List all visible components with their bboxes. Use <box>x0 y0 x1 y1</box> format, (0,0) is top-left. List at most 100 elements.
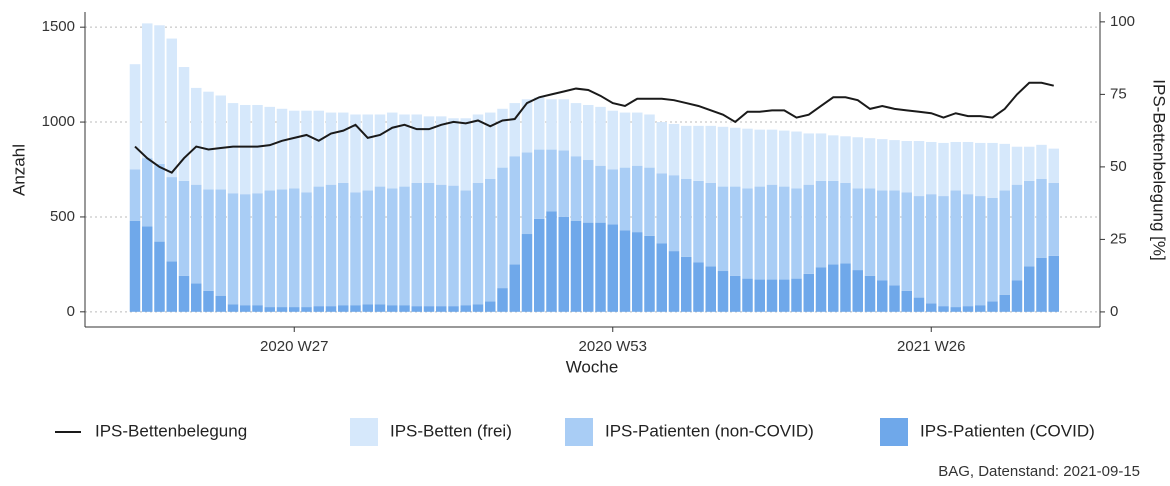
bar-segment <box>791 188 802 279</box>
bar-segment <box>534 97 545 150</box>
bar-segment <box>962 194 974 307</box>
bar-segment <box>497 167 508 289</box>
bar-segment <box>142 158 153 227</box>
bar-segment <box>154 163 165 242</box>
legend-key <box>880 418 908 446</box>
bar-segment <box>852 137 863 189</box>
bar-segment <box>178 67 190 181</box>
bar-segment <box>999 294 1010 312</box>
bar-segment <box>521 99 533 153</box>
bar-segment <box>815 180 827 268</box>
bar-segment <box>313 186 324 307</box>
bar-segment <box>644 114 655 168</box>
bar-segment <box>926 303 937 312</box>
bar-segment <box>693 180 704 263</box>
bar-segment <box>521 152 533 235</box>
bar-segment <box>693 125 704 181</box>
bar-segment <box>595 222 606 312</box>
bar-segment <box>644 167 655 236</box>
bar-segment <box>656 173 667 244</box>
bar-segment <box>423 182 435 307</box>
y2-axis-label: IPS-Bettenbelegung [%] <box>1150 79 1169 260</box>
bar-segment <box>938 306 949 312</box>
bar-segment <box>497 288 508 312</box>
bar-segment <box>264 106 275 191</box>
bar-segment <box>436 306 447 312</box>
bar-segment <box>668 175 680 252</box>
bar-segment <box>779 130 790 187</box>
y-axis-label: Anzahl <box>9 144 28 196</box>
bar-segment <box>411 182 422 307</box>
bar-segment <box>252 305 263 312</box>
bar-segment <box>999 190 1010 295</box>
bar-segment <box>913 297 925 312</box>
bar-segment <box>387 188 398 306</box>
x-axis-label: Woche <box>566 357 619 376</box>
bar-segment <box>705 125 716 183</box>
y-tick-label: 0 <box>67 303 75 320</box>
bar-segment <box>950 190 961 308</box>
bar-segment <box>901 141 912 193</box>
bar-segment <box>448 306 459 312</box>
bar-segment <box>595 165 606 223</box>
y-tick-label: 1000 <box>42 113 75 130</box>
bar-segment <box>338 305 349 312</box>
bar-segment <box>472 304 484 312</box>
x-tick-label: 2020 W27 <box>260 338 328 355</box>
bar-segment <box>252 104 263 194</box>
bar-segment <box>864 275 876 312</box>
legend-key <box>565 418 593 446</box>
bar-segment <box>350 114 361 193</box>
y2-tick-label: 100 <box>1110 13 1135 30</box>
bar-segment <box>644 235 655 312</box>
bar-segment <box>619 167 631 231</box>
bar-segment <box>227 304 239 312</box>
bar-segment <box>289 110 300 189</box>
bar-segment <box>325 306 337 312</box>
bar-segment <box>460 190 471 306</box>
bar-segment <box>815 267 827 312</box>
bar-segment <box>717 126 729 187</box>
bar-segment <box>509 264 520 312</box>
bar-segment <box>681 125 692 179</box>
y2-tick-label: 25 <box>1110 230 1127 247</box>
bar-segment <box>913 141 925 197</box>
bar-segment <box>178 275 190 312</box>
bar-segment <box>877 139 888 191</box>
bar-segment <box>779 279 790 312</box>
bar-segment <box>448 185 459 307</box>
bar-segment <box>338 112 349 183</box>
bar-segment <box>191 87 202 185</box>
bar-segment <box>730 127 741 187</box>
bar-segment <box>166 38 177 178</box>
bar-segment <box>864 138 876 189</box>
bar-segment <box>717 186 729 272</box>
bar-segment <box>938 196 949 307</box>
bar-segment <box>178 180 190 276</box>
bar-segment <box>276 189 288 308</box>
bar-segment <box>423 306 435 312</box>
bar-segment <box>668 251 680 312</box>
bar-segment <box>828 264 839 312</box>
bar-segment <box>264 190 275 308</box>
bar-segment <box>901 290 912 312</box>
bar-segment <box>240 104 251 195</box>
bar-segment <box>987 197 998 302</box>
bar-segment <box>987 142 998 198</box>
bar-segment <box>975 196 986 306</box>
bar-segment <box>1024 266 1035 312</box>
bar-segment <box>864 188 876 276</box>
bar-segment <box>472 114 484 183</box>
bar-segment <box>129 64 141 170</box>
bar-segment <box>877 280 888 312</box>
bar-segment <box>546 149 557 212</box>
line <box>134 81 1054 174</box>
bar-segment <box>154 25 165 164</box>
bar-segment <box>423 116 435 183</box>
bar-segment <box>374 114 386 187</box>
bar-segment <box>632 165 643 233</box>
bar-segment <box>521 234 533 312</box>
bar-segment <box>950 141 961 191</box>
bar-segment <box>815 133 827 181</box>
